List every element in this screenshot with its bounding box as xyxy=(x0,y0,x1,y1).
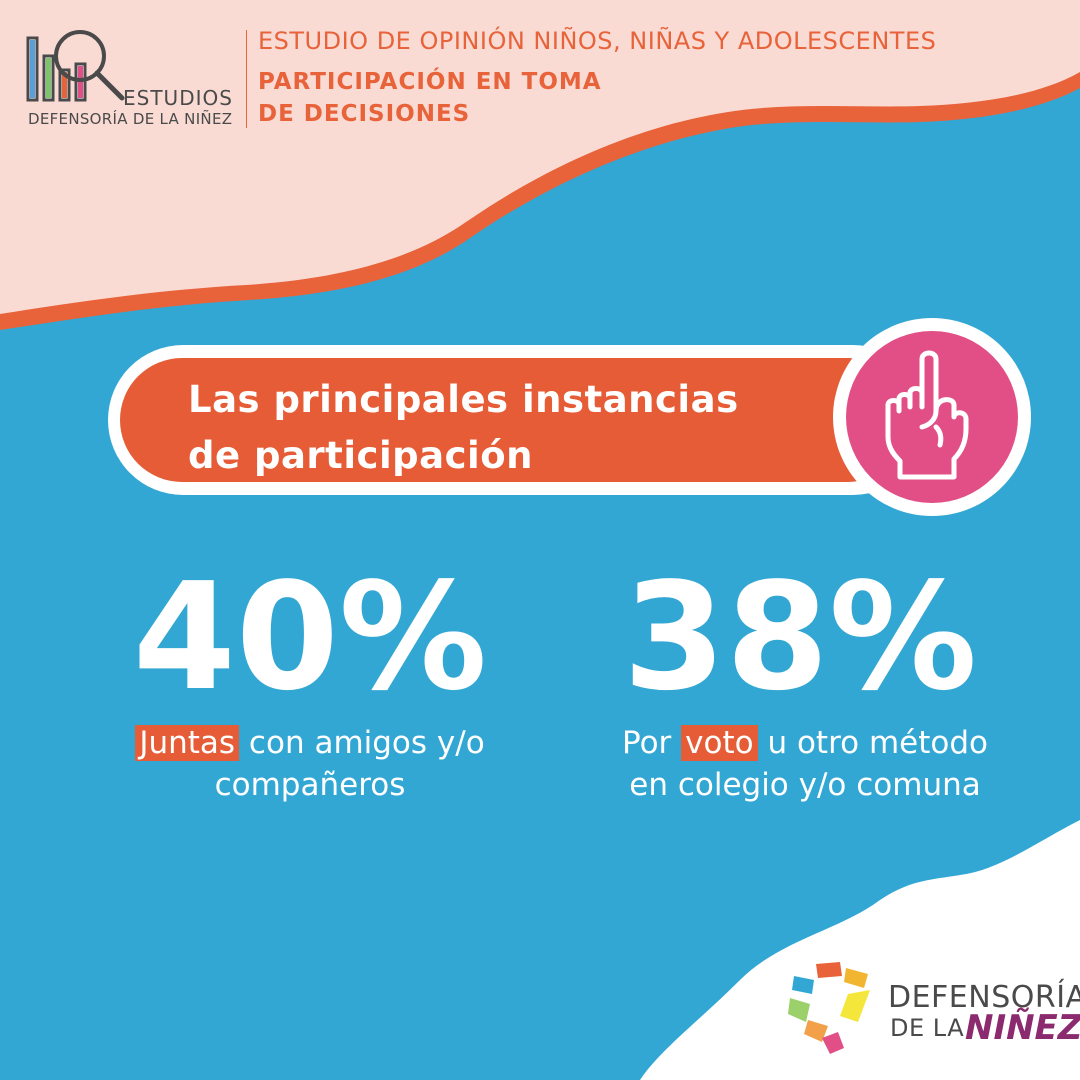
study-topic: PARTICIPACIÓN EN TOMA DE DECISIONES xyxy=(258,66,602,130)
stat-value: 38% xyxy=(622,551,978,723)
stat-description-line1: u otro método xyxy=(757,725,988,761)
banner xyxy=(120,358,910,482)
stat-description-line2: compañeros xyxy=(214,767,406,803)
stat-description: Juntas con amigos y/o compañeros xyxy=(50,722,570,806)
study-topic-line1: PARTICIPACIÓN EN TOMA xyxy=(258,69,602,95)
banner-title: Las principales instancias de participac… xyxy=(188,372,739,484)
stat-highlight: Juntas xyxy=(135,725,240,761)
stat-description-prefix: Por xyxy=(622,725,682,761)
raised-finger-hand-icon xyxy=(885,350,969,480)
banner-title-line2: de participación xyxy=(188,434,533,477)
banner-title-line1: Las principales instancias xyxy=(188,378,739,421)
study-title: ESTUDIO DE OPINIÓN NIÑOS, NIÑAS Y ADOLES… xyxy=(258,27,937,55)
header-divider xyxy=(246,30,247,128)
footer-org-name-line1: DEFENSORÍA xyxy=(888,980,1080,1015)
stat-description-line2: en colegio y/o comuna xyxy=(629,767,981,803)
defensoria-colorful-mark-icon xyxy=(788,962,870,1054)
stat-value: 40% xyxy=(132,551,488,723)
stat-description-line1: con amigos y/o xyxy=(239,725,485,761)
stat-highlight: voto xyxy=(681,725,758,761)
study-topic-line2: DE DECISIONES xyxy=(258,101,471,127)
logo-org-name: DEFENSORÍA DE LA NIÑEZ xyxy=(28,110,233,128)
footer-org-name-emphasis: NIÑEZ xyxy=(965,1008,1080,1048)
logo-word: ESTUDIOS xyxy=(123,86,233,110)
stat-description: Por voto u otro método en colegio y/o co… xyxy=(540,722,1070,806)
footer-org-name-line2: DE LA xyxy=(890,1014,965,1042)
bar-chart-magnifier-icon xyxy=(26,30,125,102)
